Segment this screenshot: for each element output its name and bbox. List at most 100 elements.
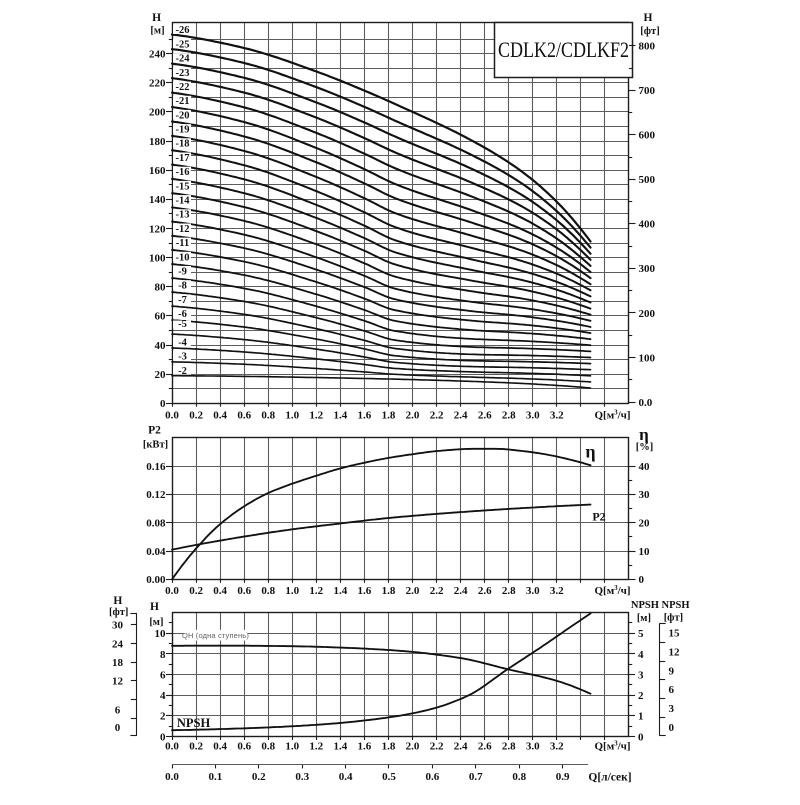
svg-text:60: 60 [155,311,167,323]
svg-text:1.8: 1.8 [382,741,396,753]
svg-text:80: 80 [155,282,167,294]
svg-text:-2: -2 [178,366,187,377]
svg-text:2.0: 2.0 [406,585,420,597]
svg-text:24: 24 [112,638,124,650]
svg-text:0: 0 [638,731,644,743]
svg-text:240: 240 [149,48,166,60]
svg-text:0.5: 0.5 [382,771,396,783]
svg-text:3.0: 3.0 [526,410,540,422]
svg-text:NPSH: NPSH [661,600,689,611]
svg-text:2.4: 2.4 [454,410,468,422]
svg-text:0: 0 [115,722,121,734]
svg-text:3.2: 3.2 [550,585,564,597]
svg-text:0.4: 0.4 [213,741,227,753]
svg-text:Q[м3/ч]: Q[м3/ч] [594,740,630,752]
svg-text:200: 200 [639,308,656,320]
svg-text:-16: -16 [176,167,190,178]
svg-text:-9: -9 [178,267,187,278]
svg-text:180: 180 [149,136,166,148]
svg-text:-13: -13 [176,210,190,221]
svg-text:-7: -7 [178,295,187,306]
svg-text:CDLK2/CDLKF2: CDLK2/CDLKF2 [498,37,629,62]
svg-text:3.2: 3.2 [550,741,564,753]
svg-text:0.7: 0.7 [469,771,483,783]
svg-text:140: 140 [149,194,166,206]
svg-text:3: 3 [669,703,675,715]
svg-text:20: 20 [155,369,167,381]
svg-text:2.4: 2.4 [454,741,468,753]
svg-text:-10: -10 [176,252,190,263]
svg-text:0.04: 0.04 [146,546,166,558]
svg-text:2.4: 2.4 [454,585,468,597]
svg-text:[%]: [%] [636,442,654,453]
svg-text:-26: -26 [176,25,190,36]
svg-text:0.8: 0.8 [261,585,275,597]
svg-text:H: H [113,595,122,607]
svg-text:0.4: 0.4 [339,771,353,783]
svg-text:-15: -15 [176,181,190,192]
svg-text:600: 600 [639,130,656,142]
svg-text:0.8: 0.8 [261,741,275,753]
svg-text:0.6: 0.6 [426,771,440,783]
svg-text:100: 100 [149,252,166,264]
svg-text:2.0: 2.0 [406,410,420,422]
svg-text:0.0: 0.0 [165,410,179,422]
svg-text:NPSH: NPSH [177,716,211,730]
svg-text:30: 30 [639,489,651,501]
svg-text:1.6: 1.6 [358,741,372,753]
svg-text:1.2: 1.2 [309,410,323,422]
svg-text:[фт]: [фт] [664,613,683,624]
svg-text:2: 2 [638,690,644,702]
svg-text:1.8: 1.8 [382,585,396,597]
svg-text:12: 12 [669,646,681,658]
svg-text:2.8: 2.8 [502,741,516,753]
svg-text:-6: -6 [178,309,187,320]
svg-text:0.0: 0.0 [639,397,653,409]
svg-text:0.8: 0.8 [261,410,275,422]
svg-text:-12: -12 [176,224,190,235]
svg-text:300: 300 [639,263,656,275]
svg-text:10: 10 [155,628,167,640]
svg-text:P2: P2 [592,510,605,524]
svg-text:0: 0 [160,398,166,410]
svg-text:8: 8 [160,649,166,661]
svg-text:0.0: 0.0 [165,771,179,783]
svg-text:NPSH: NPSH [631,600,659,611]
svg-text:9: 9 [669,665,675,677]
svg-text:0.3: 0.3 [295,771,309,783]
svg-text:1.6: 1.6 [358,410,372,422]
svg-text:0.6: 0.6 [237,410,251,422]
svg-text:P2: P2 [148,424,161,436]
svg-text:H: H [644,12,653,24]
svg-text:4: 4 [638,649,644,661]
svg-text:0.6: 0.6 [237,741,251,753]
svg-text:1.4: 1.4 [334,410,348,422]
svg-text:100: 100 [639,352,656,364]
svg-text:1: 1 [638,711,644,723]
svg-text:2.8: 2.8 [502,585,516,597]
svg-text:0.0: 0.0 [165,741,179,753]
svg-text:6: 6 [160,669,166,681]
svg-text:220: 220 [149,78,166,90]
svg-text:0: 0 [669,722,675,734]
svg-text:0.0: 0.0 [165,585,179,597]
svg-text:-3: -3 [178,352,187,363]
svg-text:0.00: 0.00 [146,574,166,586]
svg-text:0.6: 0.6 [237,585,251,597]
svg-text:H: H [152,12,161,24]
svg-text:2.8: 2.8 [502,410,516,422]
svg-text:5: 5 [638,628,644,640]
svg-text:0.9: 0.9 [556,771,570,783]
svg-text:-23: -23 [176,68,190,79]
svg-text:-21: -21 [176,96,190,107]
svg-text:2.2: 2.2 [430,741,444,753]
svg-text:1.2: 1.2 [309,585,323,597]
svg-text:[фт]: [фт] [640,26,659,37]
svg-text:800: 800 [639,41,656,53]
svg-text:-19: -19 [176,125,190,136]
svg-text:30: 30 [112,620,124,632]
svg-text:160: 160 [149,165,166,177]
svg-text:120: 120 [149,223,166,235]
svg-text:3.0: 3.0 [526,741,540,753]
svg-text:15: 15 [669,628,681,640]
